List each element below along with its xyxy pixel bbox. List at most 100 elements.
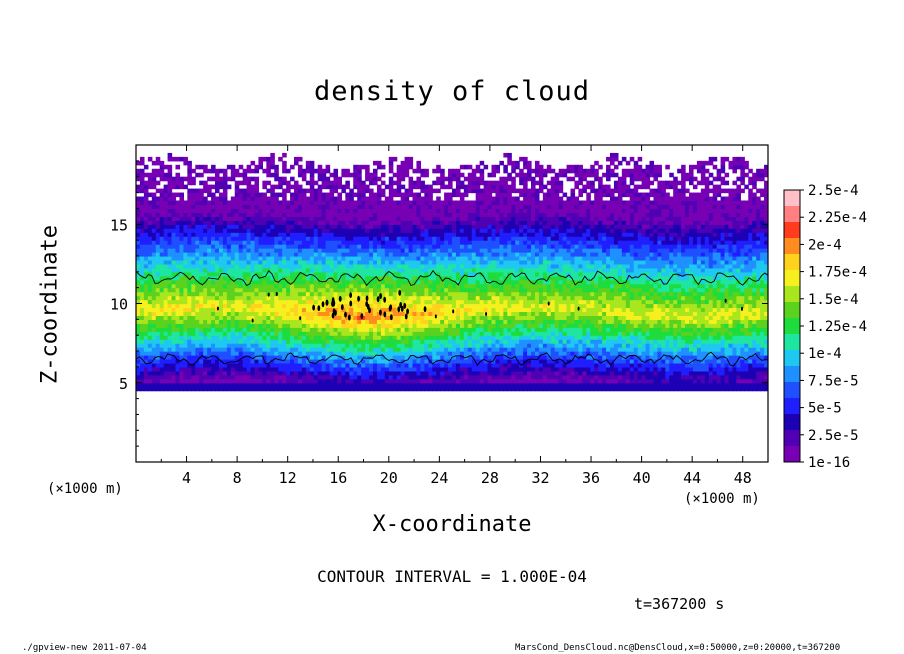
field-cell (436, 370, 441, 376)
field-cell (673, 315, 678, 320)
field-cell (511, 275, 516, 281)
field-cell (361, 323, 366, 328)
field-cell (412, 299, 418, 305)
field-cell (633, 331, 639, 336)
field-cell (432, 291, 437, 297)
field-cell (329, 267, 335, 273)
field-cell (558, 374, 564, 380)
field-cell (633, 311, 639, 316)
field-cell (436, 331, 441, 336)
field-cell (649, 287, 655, 293)
field-cell (708, 386, 714, 392)
field-cell (143, 335, 149, 340)
field-cell (696, 323, 702, 328)
field-cell (155, 378, 161, 384)
field-cell (685, 299, 690, 305)
field-cell (720, 382, 726, 388)
field-cell (151, 319, 157, 324)
field-cell (455, 307, 461, 313)
field-cell (736, 343, 741, 348)
field-cell (534, 279, 540, 285)
field-cell (309, 315, 315, 320)
field-cell (511, 327, 516, 332)
field-cell (582, 307, 587, 313)
field-cell (527, 386, 532, 392)
field-cell (550, 287, 556, 293)
field-cell (416, 323, 421, 328)
field-cell (728, 347, 734, 352)
field-cell (681, 283, 686, 289)
field-cell (562, 358, 568, 364)
field-cell (424, 271, 429, 277)
field-cell (578, 347, 583, 352)
field-cell (294, 331, 299, 336)
field-cell (444, 315, 449, 320)
field-cell (404, 386, 410, 392)
field-cell (495, 315, 500, 320)
field-cell (380, 311, 386, 316)
field-cell (613, 303, 619, 309)
field-cell (574, 283, 579, 289)
field-cell (440, 279, 445, 285)
field-cell (266, 315, 271, 320)
field-cell (254, 327, 260, 332)
field-cell (396, 335, 402, 340)
field-cell (550, 351, 556, 356)
field-cell (463, 287, 469, 293)
field-cell (199, 311, 204, 316)
field-cell (258, 271, 263, 277)
field-cell (226, 311, 232, 316)
field-cell (594, 335, 599, 340)
field-cell (337, 283, 342, 289)
field-cell (361, 311, 366, 316)
field-cell (191, 323, 196, 328)
field-cell (756, 307, 761, 313)
field-cell (523, 382, 528, 388)
field-cell (365, 319, 370, 324)
field-cell (669, 335, 674, 340)
field-cell (317, 283, 323, 289)
field-cell (262, 275, 267, 281)
field-cell (175, 374, 181, 380)
field-cell (416, 347, 421, 352)
field-cell (613, 275, 619, 281)
field-cell (353, 315, 358, 320)
field-cell (436, 271, 441, 277)
field-cell (756, 283, 761, 289)
field-cell (321, 358, 327, 364)
field-cell (475, 271, 481, 277)
field-cell (369, 295, 374, 301)
field-cell (440, 267, 445, 273)
field-cell (760, 339, 765, 344)
field-cell (657, 347, 662, 352)
field-cell (392, 382, 398, 388)
field-cell (384, 386, 390, 392)
field-cell (203, 343, 208, 348)
field-cell (463, 343, 469, 348)
field-cell (515, 291, 520, 297)
field-cell (511, 283, 516, 289)
field-cell (534, 362, 540, 368)
field-cell (495, 370, 500, 376)
field-cell (136, 386, 141, 392)
field-cell (345, 355, 350, 360)
field-cell (238, 374, 244, 380)
field-cell (523, 378, 528, 384)
field-cell (226, 295, 232, 301)
field-cell (574, 374, 579, 380)
field-cell (151, 311, 157, 316)
field-cell (353, 347, 358, 352)
field-cell (242, 291, 248, 297)
field-cell (637, 307, 643, 313)
field-cell (637, 374, 643, 380)
field-cell (538, 291, 544, 297)
field-cell (230, 327, 236, 332)
field-cell (499, 319, 504, 324)
field-cell (270, 275, 275, 281)
field-cell (384, 295, 390, 301)
field-cell (187, 323, 192, 328)
field-cell (155, 275, 161, 281)
field-cell (534, 374, 540, 380)
field-cell (633, 362, 639, 368)
field-cell (282, 378, 287, 384)
